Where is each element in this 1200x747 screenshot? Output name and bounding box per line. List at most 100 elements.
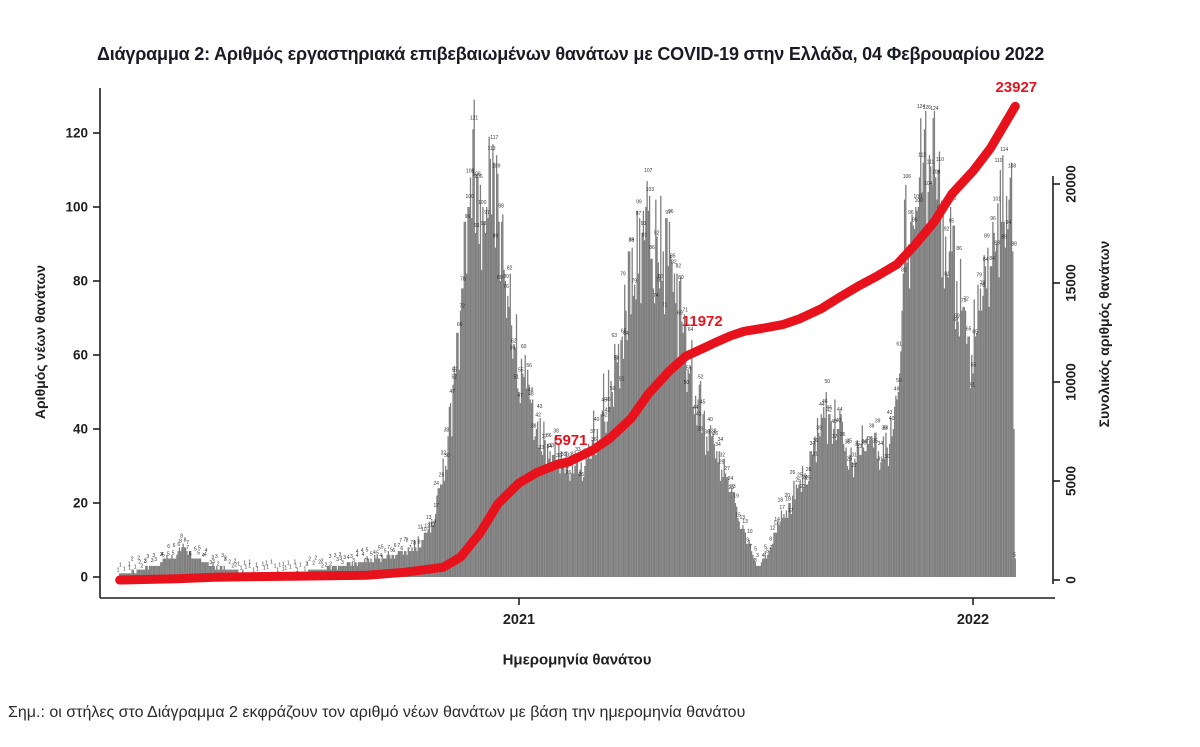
svg-text:44: 44	[693, 405, 699, 411]
svg-text:11972: 11972	[682, 313, 723, 330]
svg-text:20000: 20000	[1064, 165, 1079, 203]
svg-text:5: 5	[162, 553, 165, 559]
svg-text:2: 2	[234, 563, 237, 569]
svg-text:2: 2	[312, 561, 315, 567]
svg-text:4: 4	[161, 552, 164, 558]
svg-text:36: 36	[546, 433, 552, 439]
svg-text:4: 4	[347, 555, 350, 561]
svg-text:32: 32	[720, 453, 726, 459]
svg-text:61: 61	[896, 341, 902, 347]
svg-text:40: 40	[836, 418, 842, 424]
svg-text:2: 2	[321, 559, 324, 565]
svg-text:100: 100	[466, 194, 475, 200]
svg-text:124: 124	[917, 104, 926, 110]
svg-text:26: 26	[579, 472, 585, 478]
x-axis-tick-labels: 2021 2022	[503, 612, 989, 628]
svg-text:30: 30	[561, 452, 567, 458]
svg-text:1: 1	[296, 567, 299, 573]
svg-text:25: 25	[797, 473, 803, 479]
svg-text:96: 96	[990, 216, 996, 222]
svg-text:26: 26	[566, 470, 572, 476]
svg-text:2: 2	[137, 556, 140, 562]
svg-text:38: 38	[869, 423, 875, 429]
svg-text:92: 92	[944, 227, 950, 233]
svg-text:30: 30	[884, 454, 890, 460]
svg-text:100: 100	[915, 198, 924, 204]
svg-text:29: 29	[719, 460, 725, 466]
svg-text:71: 71	[682, 307, 688, 313]
svg-text:5: 5	[390, 548, 393, 554]
svg-text:62: 62	[511, 339, 517, 345]
svg-text:8: 8	[184, 537, 187, 543]
left-axis-title: Αριθμός νέων θανάτων	[32, 264, 48, 420]
svg-text:89: 89	[1001, 235, 1007, 241]
svg-text:14: 14	[774, 517, 780, 523]
svg-text:5: 5	[197, 551, 200, 557]
svg-text:72: 72	[963, 297, 969, 303]
svg-text:55: 55	[686, 366, 692, 372]
svg-text:5: 5	[370, 552, 373, 558]
svg-text:2: 2	[314, 556, 317, 562]
svg-text:1: 1	[134, 564, 137, 570]
svg-text:39: 39	[698, 427, 704, 433]
svg-text:27: 27	[852, 463, 858, 469]
svg-text:31: 31	[877, 456, 883, 462]
svg-text:1: 1	[304, 566, 307, 572]
svg-text:17: 17	[779, 505, 785, 511]
svg-text:79: 79	[632, 279, 638, 285]
svg-text:1: 1	[243, 560, 246, 566]
svg-text:1: 1	[119, 562, 122, 568]
svg-text:20: 20	[785, 493, 791, 499]
svg-text:6: 6	[167, 544, 170, 550]
svg-text:38: 38	[553, 428, 559, 434]
svg-text:5000: 5000	[1064, 466, 1079, 496]
svg-text:24: 24	[802, 475, 808, 481]
svg-text:36: 36	[713, 431, 719, 437]
svg-text:92: 92	[654, 231, 660, 237]
svg-text:5: 5	[167, 552, 170, 558]
svg-text:103: 103	[646, 187, 655, 193]
svg-text:1: 1	[252, 567, 255, 573]
svg-text:101: 101	[993, 196, 1002, 202]
svg-text:4: 4	[362, 552, 365, 558]
svg-text:4: 4	[361, 548, 364, 554]
svg-text:40: 40	[707, 417, 713, 423]
svg-text:4: 4	[379, 553, 382, 559]
cumulative-annotations: 5971 11972 23927	[554, 79, 1037, 449]
svg-text:20: 20	[73, 496, 88, 511]
svg-text:74: 74	[653, 293, 659, 299]
svg-text:46: 46	[822, 399, 828, 405]
svg-text:36: 36	[840, 432, 846, 438]
svg-text:17: 17	[434, 503, 440, 509]
svg-text:5: 5	[381, 545, 384, 551]
svg-text:2: 2	[321, 564, 324, 570]
svg-text:97: 97	[484, 210, 490, 216]
svg-text:5: 5	[378, 546, 381, 552]
svg-text:1: 1	[287, 560, 290, 566]
svg-text:65: 65	[966, 327, 972, 333]
svg-text:96: 96	[465, 214, 471, 220]
svg-text:9: 9	[746, 538, 749, 544]
svg-text:55: 55	[971, 363, 977, 369]
svg-text:44: 44	[837, 407, 843, 413]
svg-text:65: 65	[621, 329, 627, 335]
svg-text:1: 1	[248, 559, 251, 565]
svg-text:37: 37	[542, 434, 548, 440]
svg-text:6: 6	[394, 543, 397, 549]
svg-text:18: 18	[785, 496, 791, 502]
svg-text:18: 18	[778, 497, 784, 503]
svg-text:6: 6	[392, 548, 395, 554]
svg-text:40: 40	[73, 422, 88, 437]
svg-text:4: 4	[205, 548, 208, 554]
svg-text:39: 39	[875, 419, 881, 425]
svg-text:2: 2	[217, 562, 220, 568]
svg-text:106: 106	[474, 174, 483, 180]
axes	[93, 88, 1060, 605]
svg-text:1: 1	[123, 566, 126, 572]
svg-text:12: 12	[770, 526, 776, 532]
svg-text:104: 104	[924, 181, 933, 187]
svg-text:112: 112	[918, 153, 926, 159]
svg-text:17: 17	[788, 508, 794, 514]
svg-text:15000: 15000	[1064, 264, 1079, 302]
svg-text:30: 30	[444, 453, 450, 459]
